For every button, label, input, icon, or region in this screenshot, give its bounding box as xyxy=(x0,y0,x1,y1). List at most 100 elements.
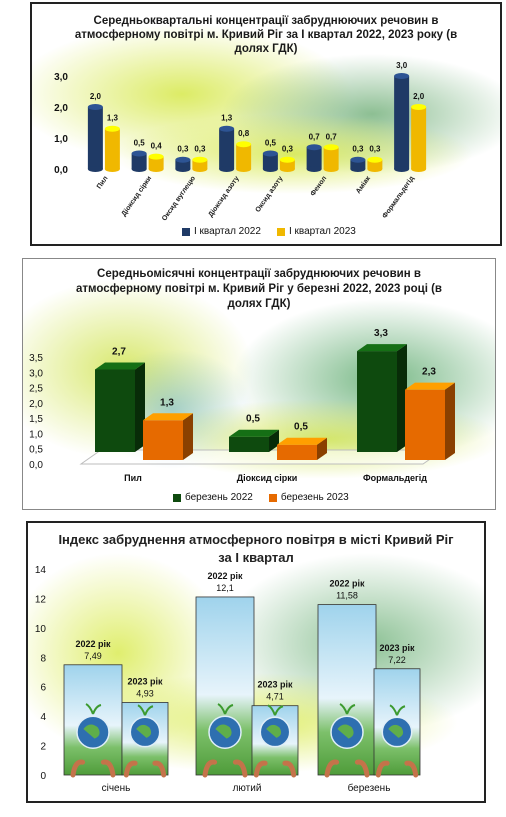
bar-body xyxy=(323,147,339,169)
bar-base xyxy=(87,166,103,172)
data-label: 4,93 xyxy=(136,688,154,698)
chart-title: Середньоквартальні концентрації забрудню… xyxy=(74,15,458,55)
bar-top xyxy=(357,344,407,352)
bar-base xyxy=(104,166,120,172)
bar xyxy=(277,437,327,460)
bar xyxy=(104,125,120,172)
data-label: 0,4 xyxy=(151,142,163,151)
bar xyxy=(192,156,208,172)
bar-cap xyxy=(219,125,235,132)
bar-body xyxy=(262,153,278,169)
bar xyxy=(262,150,278,172)
hands-icon xyxy=(375,760,419,778)
y-tick-label: 3,5 xyxy=(29,353,43,364)
data-label: 11,58 xyxy=(336,591,358,601)
chart-panel-march: Середньомісячні концентрації забруднюючи… xyxy=(22,258,496,510)
x-tick-label: Аміак xyxy=(354,174,372,195)
bar-body xyxy=(279,159,295,169)
floor xyxy=(79,449,445,465)
bar-front xyxy=(357,351,397,452)
bar-side xyxy=(317,437,327,460)
x-tick-label: Пил xyxy=(124,473,142,483)
bar-base xyxy=(131,166,147,172)
bar xyxy=(350,156,366,172)
bar-body xyxy=(131,153,147,169)
bar-cap xyxy=(367,156,383,163)
bar xyxy=(121,702,169,778)
continent-shape xyxy=(388,724,404,738)
bar-cap xyxy=(411,104,427,110)
legend-swatch-icon xyxy=(173,493,181,502)
sprout-icon xyxy=(217,703,234,715)
y-tick-label: 2,0 xyxy=(29,399,43,410)
data-label: 0,3 xyxy=(177,145,189,154)
data-label: 0,7 xyxy=(326,132,338,141)
bar-base xyxy=(279,166,295,172)
data-label: 12,1 xyxy=(216,583,234,593)
bar-body xyxy=(350,159,366,169)
data-label: 0,5 xyxy=(134,139,146,148)
bar-cap xyxy=(104,125,120,132)
data-label: 7,49 xyxy=(84,651,102,661)
bar xyxy=(373,668,421,778)
bar-body xyxy=(175,159,191,169)
y-tick-label: 14 xyxy=(35,565,47,576)
data-label: 2,7 xyxy=(112,346,126,357)
bar-side xyxy=(269,429,279,452)
data-label: 0,3 xyxy=(369,145,381,154)
data-label: 0,3 xyxy=(282,145,294,154)
sprout-icon xyxy=(389,704,406,716)
bar-cap xyxy=(394,73,410,79)
bar-body xyxy=(306,147,322,169)
bar xyxy=(143,413,193,460)
bar xyxy=(229,429,279,452)
bar-top xyxy=(229,429,279,437)
bar-top xyxy=(95,362,145,370)
bar xyxy=(87,104,103,172)
bar-body xyxy=(236,144,252,169)
bar xyxy=(367,156,383,172)
bar xyxy=(236,141,252,172)
x-tick-label: Формальдегід xyxy=(363,473,427,483)
bar-base xyxy=(323,166,339,172)
data-label: 2,3 xyxy=(422,367,436,378)
bar xyxy=(317,604,377,778)
bar-cap xyxy=(192,156,208,163)
x-tick-label: Діоксид сірки xyxy=(120,175,154,218)
data-label: 0,5 xyxy=(294,422,308,433)
bar-body xyxy=(87,107,103,169)
y-tick-label: 0 xyxy=(40,771,46,782)
hands-icon xyxy=(70,759,116,778)
sprout-icon xyxy=(85,703,102,715)
data-label: 7,22 xyxy=(388,655,406,665)
y-tick-label: 10 xyxy=(35,624,47,635)
bar-cap xyxy=(350,156,366,163)
bar-base xyxy=(367,166,383,172)
bar-body xyxy=(317,604,377,776)
bar-front xyxy=(95,369,135,452)
bar xyxy=(148,153,164,172)
data-label: 2,0 xyxy=(90,92,102,101)
x-tick-label: Формальдегід xyxy=(381,174,416,220)
series-label: 2023 рік xyxy=(379,643,415,653)
x-tick-label: Діоксид сірки xyxy=(237,473,298,483)
x-tick-label: січень xyxy=(102,783,131,794)
y-tick-label: 0,0 xyxy=(29,460,43,471)
y-tick-label: 1,0 xyxy=(54,134,68,145)
bar xyxy=(219,125,235,172)
x-tick-label: березень xyxy=(348,782,391,794)
chart-title: Індекс забруднення атмосферного повітря … xyxy=(58,532,454,565)
y-tick-label: 0,5 xyxy=(29,445,43,456)
bar-base xyxy=(306,166,322,172)
data-label: 0,3 xyxy=(352,145,364,154)
legend-swatch-icon xyxy=(276,227,285,236)
bar-body xyxy=(367,159,383,169)
series-label: 2023 рік xyxy=(257,680,293,690)
bar-side xyxy=(135,362,145,452)
sprout-icon xyxy=(267,704,284,716)
bar-chart-index: 0 2 4 6 8 10 12 14 2022 рік 7,49 2023 рік 4,93 січен… xyxy=(35,565,421,794)
data-label: 0,8 xyxy=(238,129,250,138)
data-label: 0,5 xyxy=(246,414,260,425)
bar-base xyxy=(148,166,164,172)
bar xyxy=(131,150,147,172)
